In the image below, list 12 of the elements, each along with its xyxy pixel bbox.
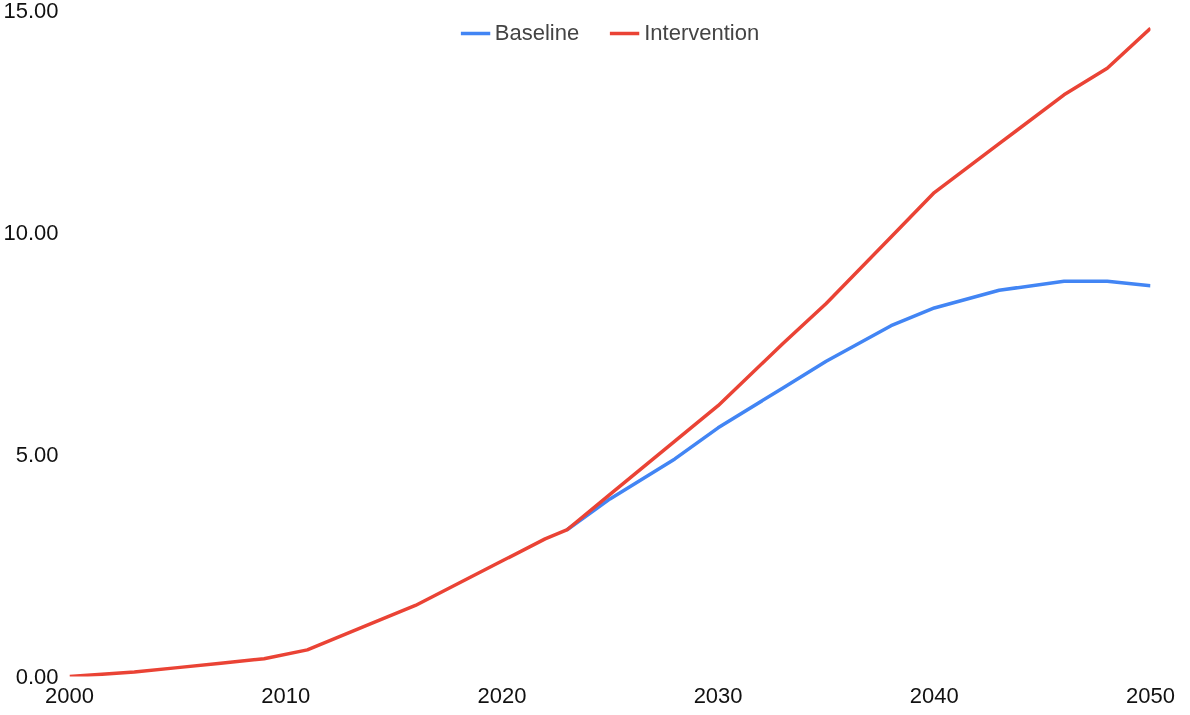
y-tick-label: 15.00 bbox=[3, 0, 59, 23]
x-tick-label: 2040 bbox=[909, 682, 959, 708]
y-tick-label: 10.00 bbox=[3, 220, 59, 245]
legend-label: Baseline bbox=[494, 20, 580, 46]
legend-label: Intervention bbox=[644, 20, 760, 46]
x-tick-label: 2050 bbox=[1126, 682, 1175, 708]
x-tick-label: 2020 bbox=[477, 682, 527, 708]
line-series bbox=[69, 26, 1151, 677]
y-tick-label: 5.00 bbox=[15, 442, 59, 467]
x-tick-label: 2030 bbox=[693, 682, 743, 708]
y-tick-label: 0.00 bbox=[15, 664, 59, 689]
x-tick-label: 2010 bbox=[261, 682, 311, 708]
